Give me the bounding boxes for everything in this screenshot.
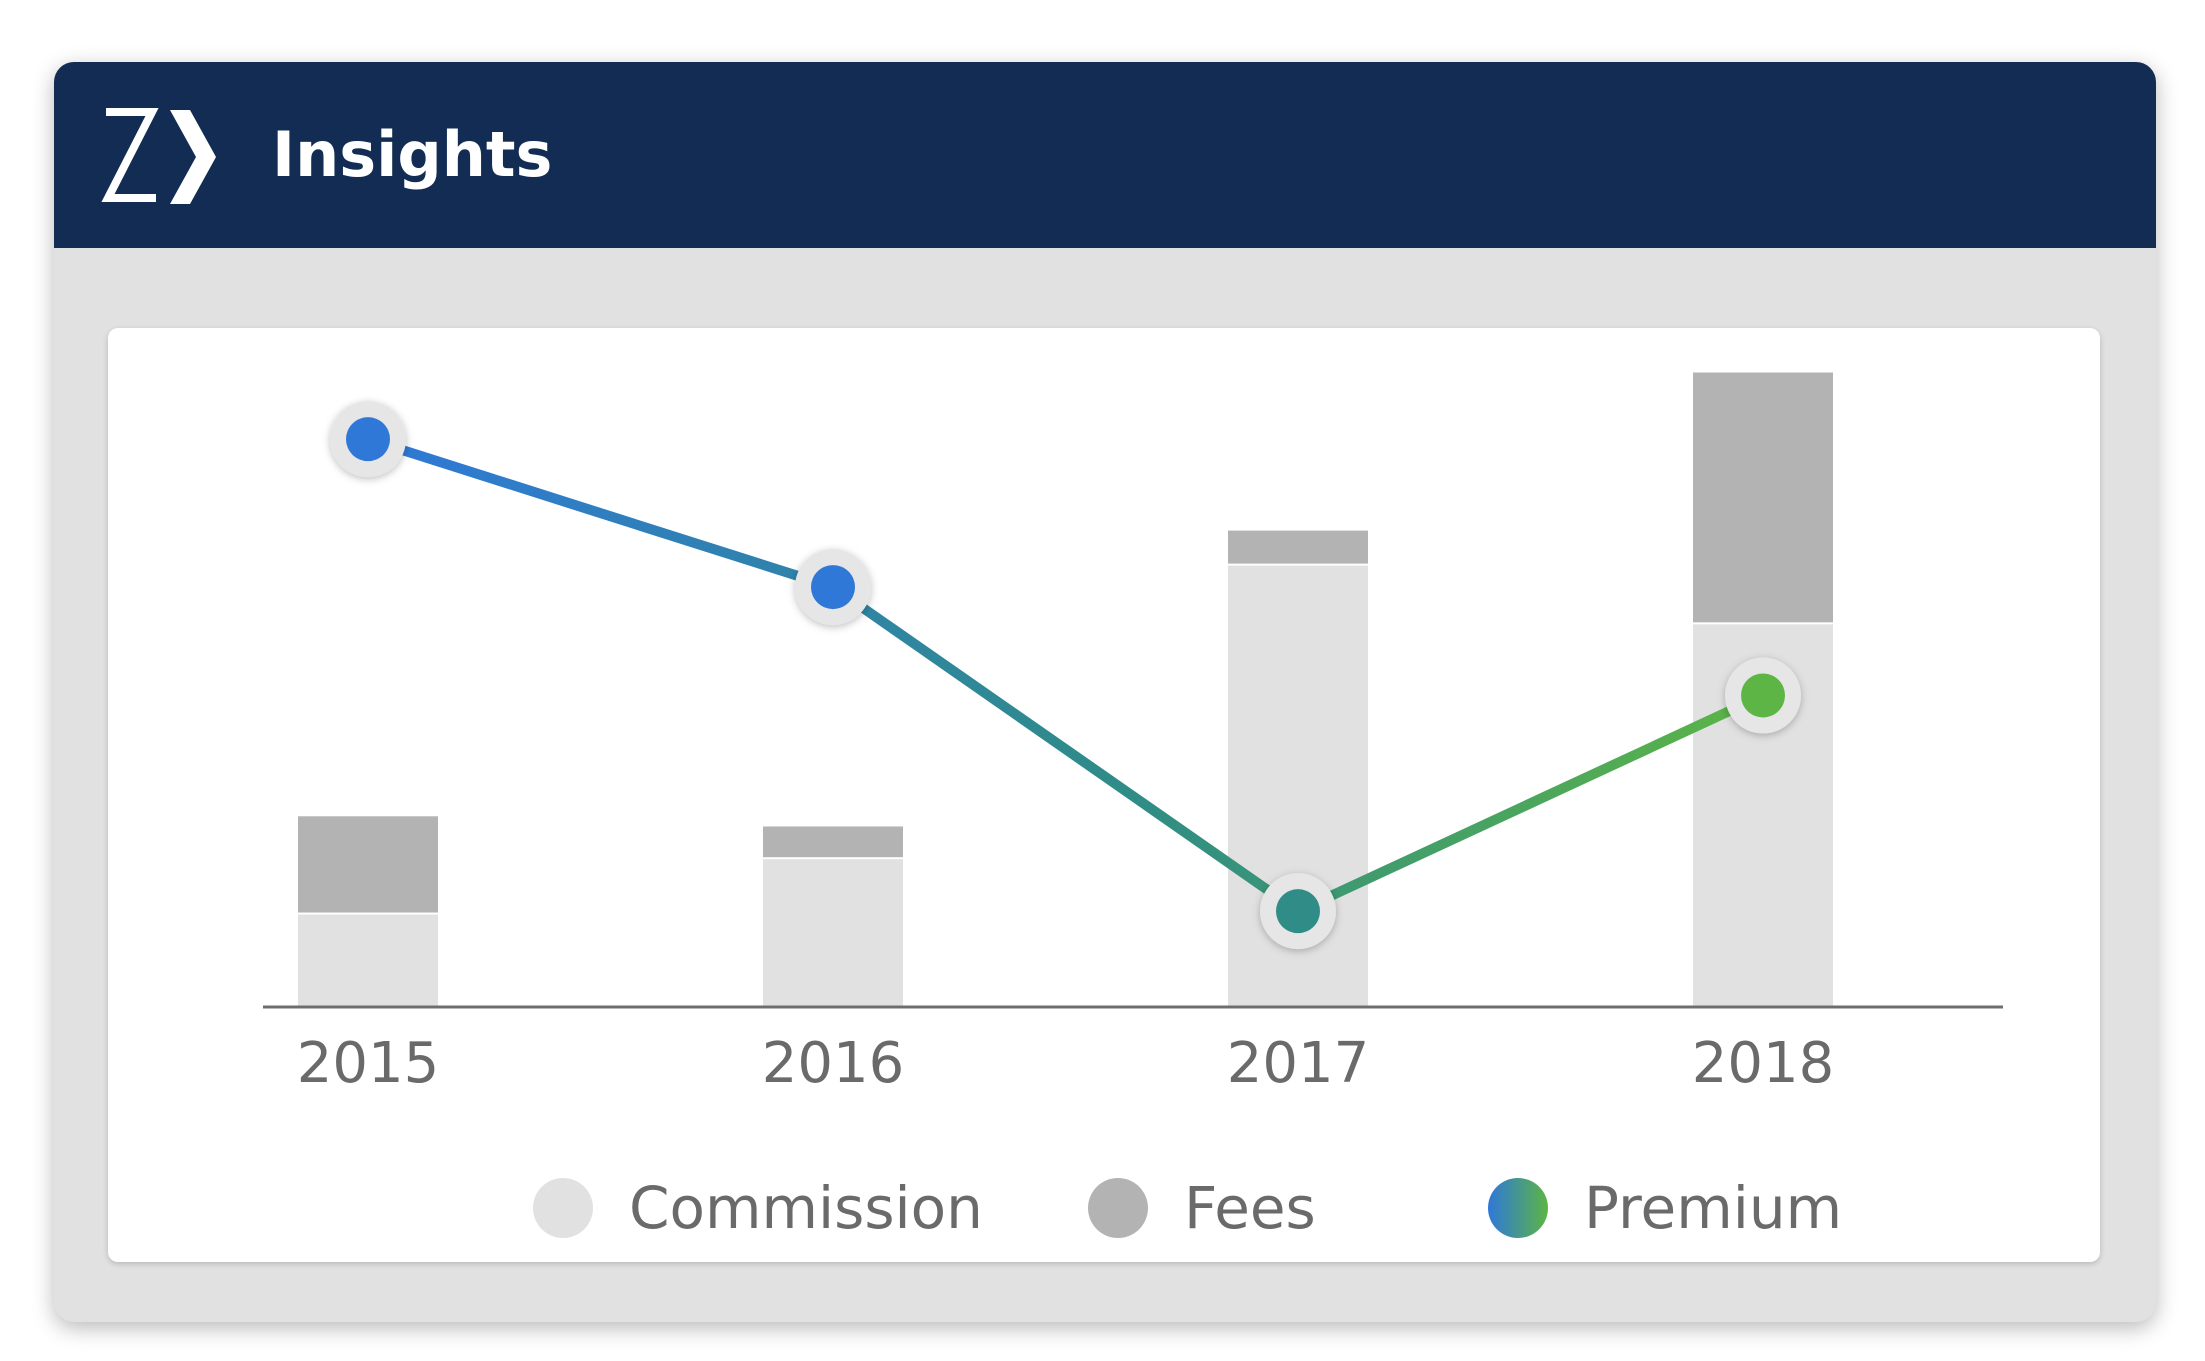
bar-fees-2015 bbox=[298, 816, 438, 913]
premium-point-2015 bbox=[330, 401, 406, 478]
premium-line bbox=[366, 434, 1766, 917]
premium-swatch bbox=[1488, 1178, 1548, 1238]
chart-card: 2015 2016 2017 2018 Commission Fees Premium bbox=[108, 328, 2100, 1262]
premium-point-2016 bbox=[795, 549, 871, 626]
bar-fees-2018 bbox=[1693, 372, 1833, 623]
legend-item-fees: Fees bbox=[1088, 1168, 1316, 1248]
x-tick-label: 2018 bbox=[1692, 1031, 1835, 1096]
premium-point-2018 bbox=[1725, 657, 1801, 734]
stacked-bar-line-chart: 2015 2016 2017 2018 bbox=[263, 372, 2003, 1096]
premium-point-2017 bbox=[1260, 873, 1336, 950]
legend-item-commission: Commission bbox=[533, 1168, 983, 1248]
x-tick-label: 2015 bbox=[297, 1031, 440, 1096]
chart-legend: Commission Fees Premium bbox=[108, 1168, 2100, 1248]
x-tick-label: 2016 bbox=[762, 1031, 905, 1096]
bar-fees-2016 bbox=[763, 826, 903, 858]
bar-fees-2017 bbox=[1228, 530, 1368, 564]
bar-commission-2015 bbox=[298, 914, 438, 1006]
insights-window: Insights 2015 2016 2017 2018 bbox=[54, 62, 2156, 1322]
page-title: Insights bbox=[272, 118, 553, 191]
zywave-logo-icon bbox=[101, 108, 216, 204]
x-tick-label: 2017 bbox=[1227, 1031, 1370, 1096]
title-bar: Insights bbox=[54, 62, 2156, 248]
commission-swatch bbox=[533, 1178, 593, 1238]
bar-commission-2016 bbox=[763, 859, 903, 1006]
fees-swatch bbox=[1088, 1178, 1148, 1238]
legend-label: Fees bbox=[1184, 1174, 1316, 1242]
legend-label: Commission bbox=[629, 1174, 983, 1242]
legend-item-premium: Premium bbox=[1488, 1168, 1842, 1248]
legend-label: Premium bbox=[1584, 1174, 1843, 1242]
